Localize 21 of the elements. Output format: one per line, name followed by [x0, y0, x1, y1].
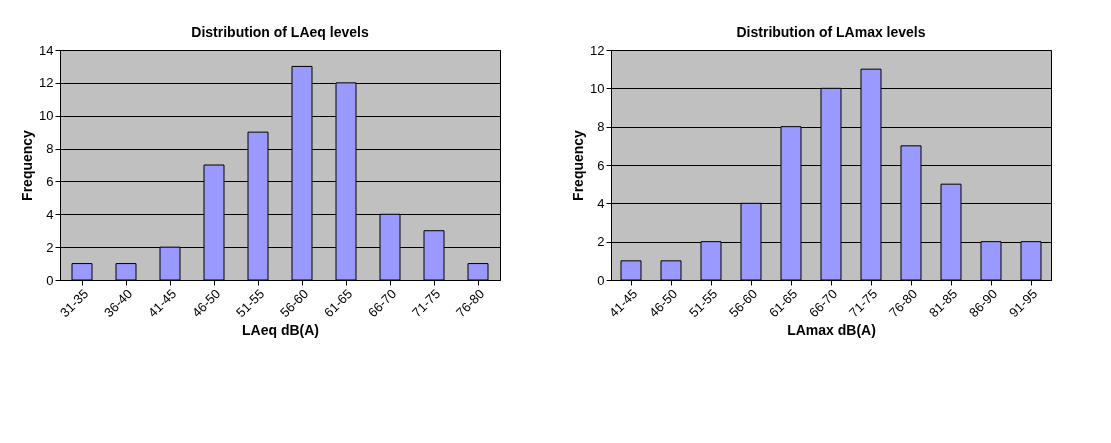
- y-tick-label: 2: [597, 234, 605, 250]
- chart-title: Distribution of LAmax levels: [736, 24, 926, 40]
- y-axis-title: Frequency: [570, 129, 587, 201]
- y-tick-label: 12: [590, 42, 605, 58]
- y-tick-label: 6: [597, 157, 605, 173]
- x-axis-title: LAmax dB(A): [787, 322, 876, 339]
- y-tick-label: 8: [46, 141, 54, 157]
- x-axis-title: LAeq dB(A): [242, 322, 319, 339]
- y-tick-label: 6: [46, 173, 54, 189]
- y-tick-label: 14: [39, 42, 54, 58]
- y-tick-label: 10: [590, 80, 605, 96]
- y-tick-label: 12: [39, 75, 54, 91]
- y-axis-title: Frequency: [19, 129, 36, 201]
- y-tick-label: 8: [597, 119, 605, 135]
- y-tick-label: 4: [46, 206, 54, 222]
- y-tick-label: 2: [46, 239, 54, 255]
- y-tick-label: 0: [46, 272, 54, 288]
- y-tick-label: 0: [597, 272, 605, 288]
- chart-title: Distribution of LAeq levels: [191, 24, 369, 40]
- y-tick-label: 4: [597, 195, 605, 211]
- y-tick-label: 10: [39, 108, 54, 124]
